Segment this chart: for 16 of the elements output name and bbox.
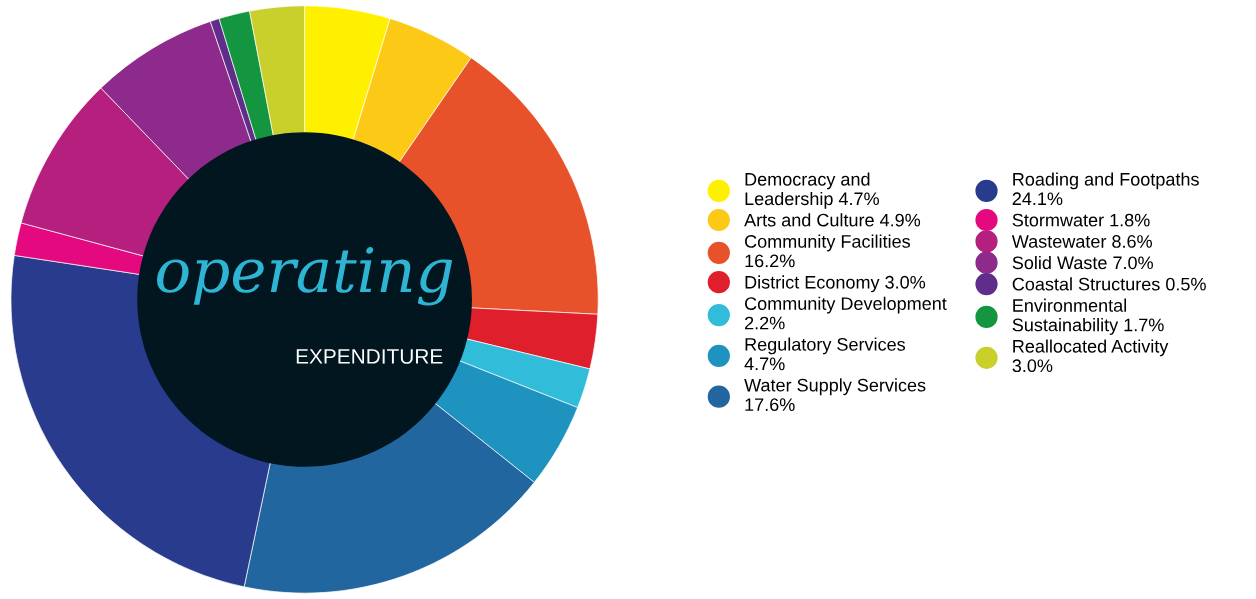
text: operating bbox=[157, 247, 453, 306]
legend-label: Solid Waste 7.0% bbox=[1012, 255, 1153, 270]
legend-label: Water Supply Services 17.6% bbox=[744, 378, 926, 412]
legend-label: Democracy and Leadership 4.7% bbox=[745, 172, 879, 209]
legend-label: Reallocated Activity 3.0% bbox=[1012, 339, 1169, 373]
legend-label: Wastewater 8.6% bbox=[1011, 235, 1152, 248]
legend-label: Regulatory Services 4.7% bbox=[744, 337, 906, 371]
legend-label: Community Development 2.2% bbox=[745, 296, 947, 330]
legend-label: Coastal Structures 0.5% bbox=[1012, 277, 1206, 291]
legend-label: Stormwater 1.8% bbox=[1012, 213, 1150, 227]
text: EXPENDITURE bbox=[296, 349, 443, 364]
legend-label: Roading and Footpaths 24.1% bbox=[1012, 172, 1199, 206]
legend-label: Arts and Culture 4.9% bbox=[744, 213, 921, 227]
legend-label: District Economy 3.0% bbox=[745, 275, 926, 293]
legend-label: Environmental Sustainability 1.7% bbox=[1012, 298, 1164, 335]
legend-label: Community Facilities 16.2% bbox=[745, 234, 910, 268]
